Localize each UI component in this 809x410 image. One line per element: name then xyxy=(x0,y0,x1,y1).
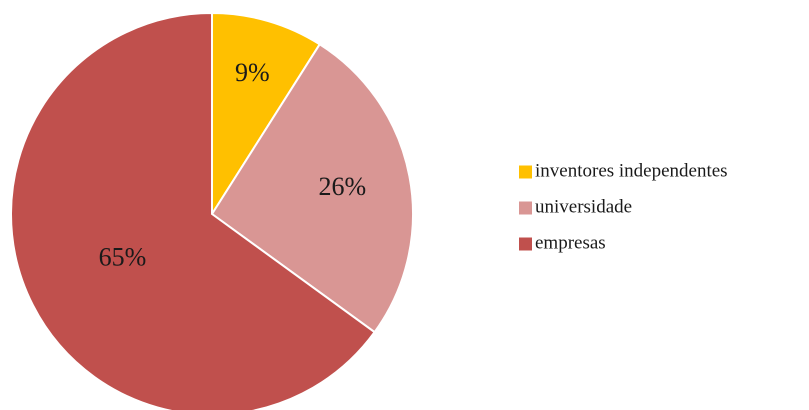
legend-label-universidade: universidade xyxy=(535,196,632,217)
pie-slice-inventores-independentes xyxy=(211,11,322,218)
pie-slice-empresas xyxy=(10,11,377,410)
pie-slice-universidade xyxy=(210,42,414,334)
pie-slices xyxy=(10,11,414,410)
data-label-empresas: 65% xyxy=(99,243,147,272)
data-label-inventores-independentes: 9% xyxy=(235,58,270,87)
legend-swatch-inventores-independentes xyxy=(519,165,532,179)
data-label-universidade: 26% xyxy=(318,172,366,201)
legend: inventores independentes universidade empr… xyxy=(519,160,728,253)
legend-label-inventores-independentes: inventores independentes xyxy=(535,160,728,181)
legend-swatch-empresas xyxy=(519,237,532,251)
legend-swatch-universidade xyxy=(519,201,532,215)
legend-label-empresas: empresas xyxy=(535,232,606,253)
pie-data-labels: 9% 26% 65% xyxy=(99,58,367,272)
